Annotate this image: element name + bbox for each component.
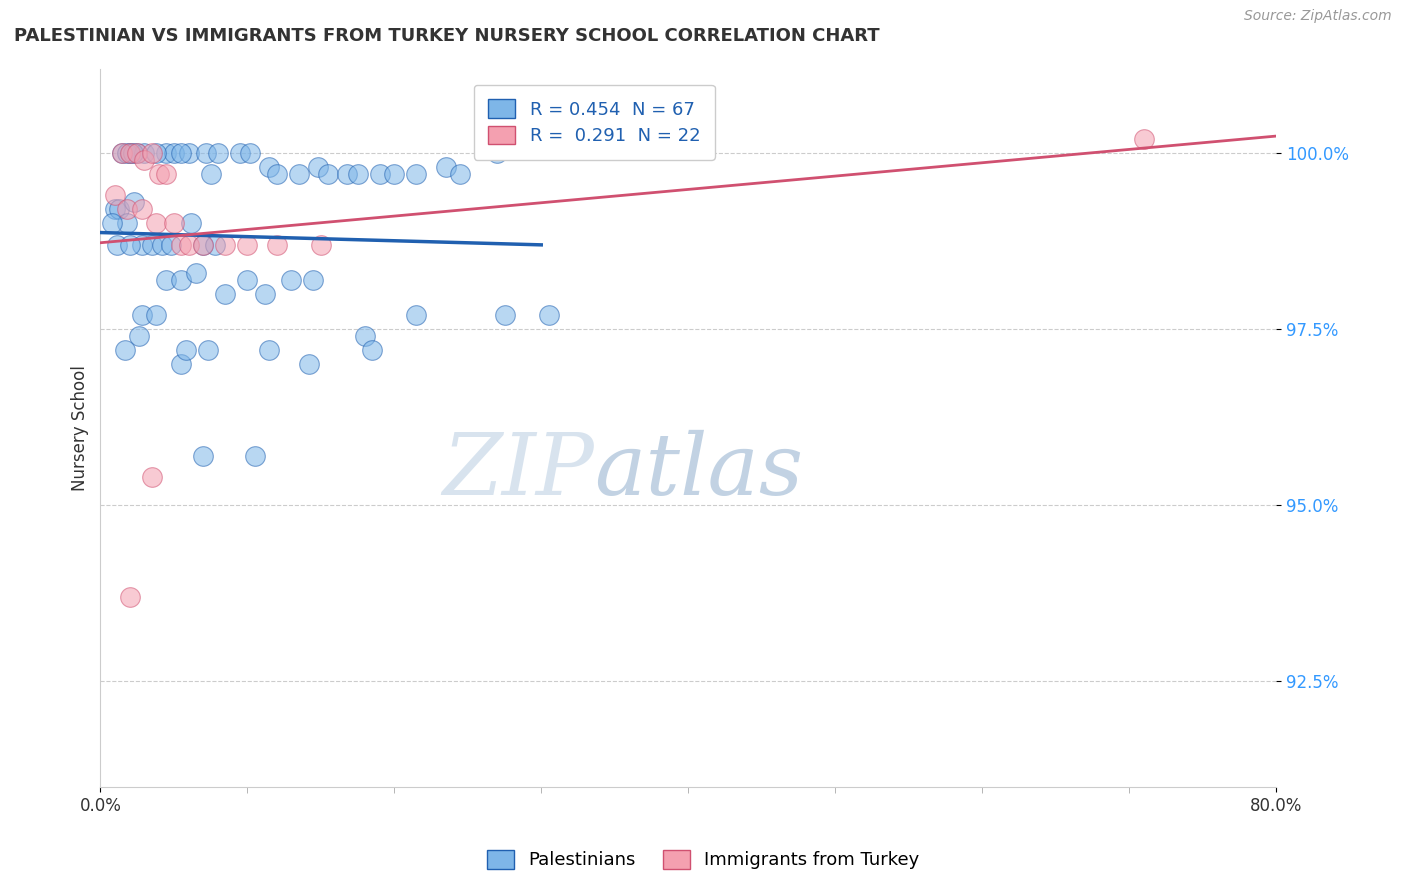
Point <box>108 202 131 217</box>
Point <box>259 343 281 358</box>
Point <box>145 217 167 231</box>
Point <box>207 146 229 161</box>
Point <box>316 167 339 181</box>
Point <box>155 146 177 161</box>
Point <box>537 308 560 322</box>
Point <box>214 286 236 301</box>
Point <box>122 195 145 210</box>
Point <box>193 237 215 252</box>
Point <box>170 357 193 371</box>
Point <box>253 286 276 301</box>
Point <box>121 146 143 161</box>
Point <box>114 343 136 358</box>
Point <box>141 146 163 161</box>
Point <box>184 266 207 280</box>
Legend: R = 0.454  N = 67, R =  0.291  N = 22: R = 0.454 N = 67, R = 0.291 N = 22 <box>474 85 714 160</box>
Point <box>309 237 332 252</box>
Text: ZIP: ZIP <box>443 429 595 512</box>
Point <box>155 273 177 287</box>
Point <box>163 146 186 161</box>
Point <box>259 160 281 174</box>
Point <box>336 167 359 181</box>
Point <box>105 237 128 252</box>
Point <box>229 146 252 161</box>
Point <box>145 308 167 322</box>
Point <box>494 308 516 322</box>
Point <box>434 160 457 174</box>
Point <box>101 217 124 231</box>
Point <box>150 237 173 252</box>
Point <box>134 146 156 161</box>
Point <box>195 146 218 161</box>
Point <box>111 146 134 161</box>
Point <box>127 146 149 161</box>
Point <box>118 590 141 604</box>
Legend: Palestinians, Immigrants from Turkey: Palestinians, Immigrants from Turkey <box>478 841 928 879</box>
Point <box>148 167 170 181</box>
Point <box>243 449 266 463</box>
Point <box>193 237 215 252</box>
Point <box>141 237 163 252</box>
Point <box>131 237 153 252</box>
Point <box>236 273 259 287</box>
Point <box>104 188 127 202</box>
Point <box>131 202 153 217</box>
Point <box>1133 132 1156 146</box>
Point <box>193 449 215 463</box>
Point <box>266 167 288 181</box>
Point <box>115 146 138 161</box>
Point <box>177 146 200 161</box>
Point <box>118 146 141 161</box>
Point <box>177 237 200 252</box>
Point <box>368 167 391 181</box>
Point <box>486 146 509 161</box>
Point <box>131 308 153 322</box>
Point <box>160 237 183 252</box>
Point <box>405 167 427 181</box>
Point <box>200 167 222 181</box>
Point <box>239 146 262 161</box>
Point <box>115 217 138 231</box>
Point <box>298 357 321 371</box>
Point <box>170 273 193 287</box>
Point <box>115 202 138 217</box>
Point <box>163 217 186 231</box>
Point <box>382 167 405 181</box>
Point <box>118 237 141 252</box>
Point <box>361 343 384 358</box>
Point <box>449 167 471 181</box>
Text: Source: ZipAtlas.com: Source: ZipAtlas.com <box>1244 9 1392 23</box>
Y-axis label: Nursery School: Nursery School <box>72 365 89 491</box>
Point <box>145 146 167 161</box>
Point <box>280 273 302 287</box>
Point <box>118 146 141 161</box>
Point <box>155 167 177 181</box>
Point <box>214 237 236 252</box>
Point <box>204 237 226 252</box>
Point <box>134 153 156 167</box>
Point <box>354 329 377 343</box>
Point <box>346 167 368 181</box>
Point <box>180 217 202 231</box>
Text: atlas: atlas <box>595 429 803 512</box>
Text: PALESTINIAN VS IMMIGRANTS FROM TURKEY NURSERY SCHOOL CORRELATION CHART: PALESTINIAN VS IMMIGRANTS FROM TURKEY NU… <box>14 27 880 45</box>
Point <box>141 470 163 484</box>
Point <box>170 146 193 161</box>
Point <box>405 308 427 322</box>
Point <box>302 273 325 287</box>
Point <box>236 237 259 252</box>
Point <box>111 146 134 161</box>
Point <box>104 202 127 217</box>
Point <box>197 343 219 358</box>
Point <box>127 146 149 161</box>
Point <box>170 237 193 252</box>
Point <box>266 237 288 252</box>
Point <box>128 329 150 343</box>
Point <box>174 343 197 358</box>
Point <box>307 160 329 174</box>
Point <box>287 167 309 181</box>
